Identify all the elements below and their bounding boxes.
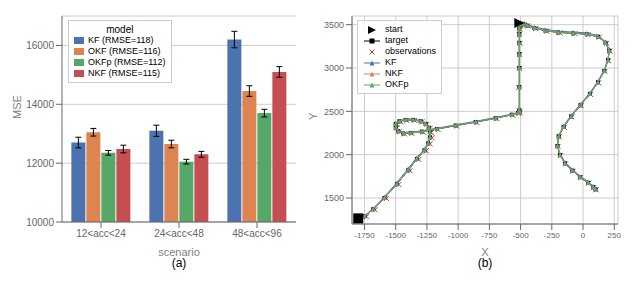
svg-text:X: X <box>481 246 489 256</box>
svg-text:14000: 14000 <box>26 99 54 110</box>
svg-text:-1500: -1500 <box>385 231 406 240</box>
svg-text:12000: 12000 <box>26 158 54 169</box>
html-text:observations: observations <box>385 46 436 56</box>
html-text:(a): (a) <box>171 256 187 270</box>
svg-text:48<acc<96: 48<acc<96 <box>232 228 282 239</box>
svg-text:3000: 3000 <box>324 63 344 73</box>
html-text:start: start <box>385 24 403 34</box>
html-text:NKF (RMSE=115): NKF (RMSE=115) <box>88 68 161 78</box>
svg-text:-750: -750 <box>481 231 498 240</box>
svg-text:2000: 2000 <box>324 150 344 160</box>
svg-text:-1750: -1750 <box>354 231 375 240</box>
svg-text:2500: 2500 <box>324 107 344 117</box>
html-text:OKFp: OKFp <box>385 79 409 89</box>
svg-text:-500: -500 <box>513 231 530 240</box>
html-text:target: target <box>385 35 408 45</box>
svg-text:3500: 3500 <box>324 20 344 30</box>
html-text:KF (RMSE=118): KF (RMSE=118) <box>88 35 154 45</box>
svg-text:10000: 10000 <box>26 217 54 228</box>
svg-text:0: 0 <box>581 231 586 240</box>
svg-text:12<acc<24: 12<acc<24 <box>76 228 126 239</box>
svg-text:-1000: -1000 <box>448 231 469 240</box>
html-text:KF: KF <box>385 57 397 67</box>
html-text:NKF: NKF <box>385 68 403 78</box>
svg-text:24<acc<48: 24<acc<48 <box>154 228 204 239</box>
svg-text:16000: 16000 <box>26 40 54 51</box>
svg-text:-1250: -1250 <box>417 231 438 240</box>
svg-text:Y: Y <box>307 112 319 120</box>
html-text:model: model <box>106 24 134 35</box>
svg-text:250: 250 <box>608 231 622 240</box>
html-text:OKF (RMSE=116): OKF (RMSE=116) <box>88 46 161 56</box>
svg-text:-250: -250 <box>544 231 561 240</box>
html-text:OKFp (RMSE=112): OKFp (RMSE=112) <box>88 57 166 67</box>
svg-text:scenario: scenario <box>158 246 200 256</box>
html-text:(b): (b) <box>477 256 493 270</box>
svg-text:MSE: MSE <box>11 95 23 119</box>
svg-text:1500: 1500 <box>324 193 344 203</box>
